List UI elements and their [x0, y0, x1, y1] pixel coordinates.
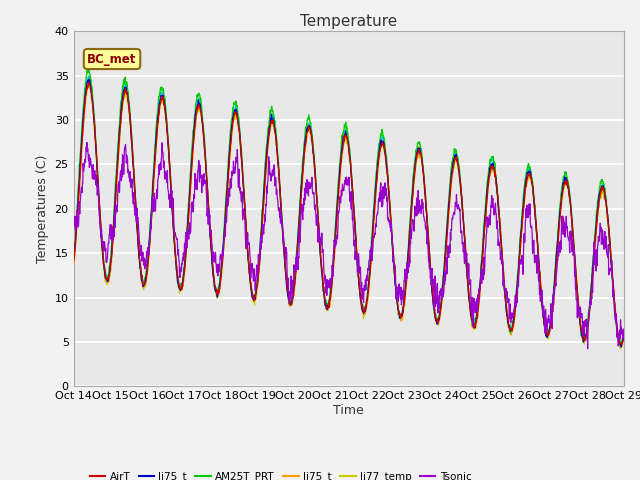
- Title: Temperature: Temperature: [300, 13, 397, 29]
- X-axis label: Time: Time: [333, 404, 364, 417]
- Y-axis label: Temperatures (C): Temperatures (C): [36, 155, 49, 263]
- Text: BC_met: BC_met: [88, 52, 137, 65]
